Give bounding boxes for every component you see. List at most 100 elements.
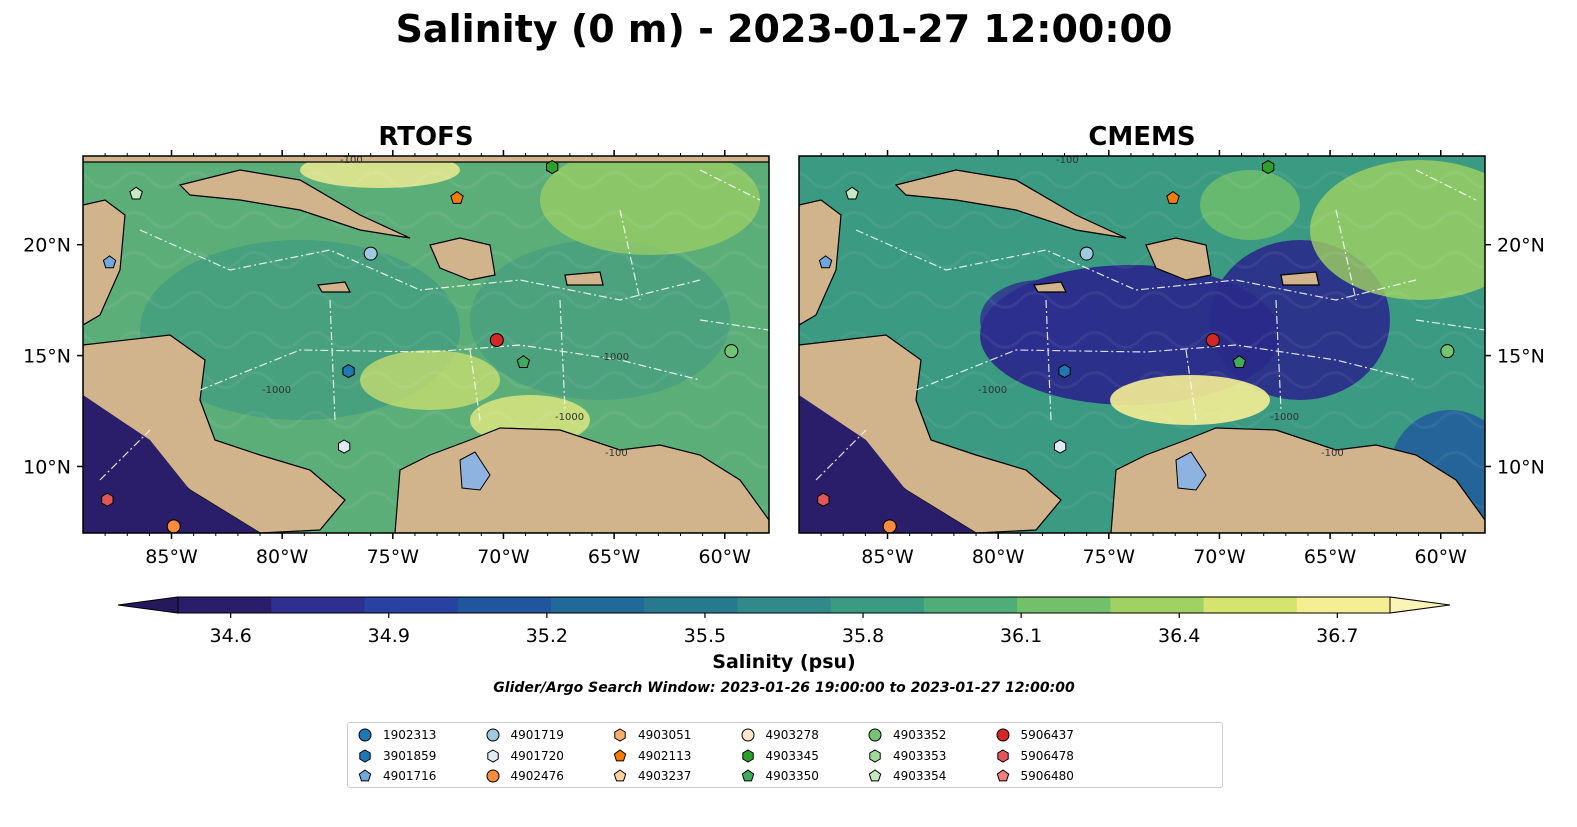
colorbar-segment bbox=[457, 597, 552, 613]
legend-item: 4902476 bbox=[485, 767, 564, 785]
y-tick-label: 15°N bbox=[1497, 346, 1545, 368]
legend-item: 4903350 bbox=[740, 767, 819, 785]
float-marker-4903354 bbox=[129, 186, 143, 200]
float-marker-5906437 bbox=[1205, 333, 1220, 348]
legend-marker bbox=[486, 748, 499, 763]
colorbar-segment bbox=[737, 597, 832, 613]
float-marker-3901859 bbox=[1058, 364, 1071, 379]
float-marker-4903352 bbox=[1440, 344, 1455, 359]
panel-title-cmems: CMEMS bbox=[1088, 122, 1195, 152]
colorbar-segment bbox=[1203, 597, 1298, 613]
legend-marker-icon bbox=[614, 728, 626, 742]
map-frame-cmems bbox=[798, 155, 1486, 534]
legend-item: 4903354 bbox=[867, 767, 946, 785]
legend-label: 5906478 bbox=[1020, 748, 1074, 763]
colorbar-segment bbox=[178, 597, 272, 613]
colorbar-frame bbox=[177, 596, 1391, 614]
legend-marker-icon bbox=[359, 748, 371, 763]
x-tick-label: 75°W bbox=[1083, 546, 1136, 568]
legend-marker-icon bbox=[486, 748, 499, 763]
colorbar-segment bbox=[830, 597, 925, 613]
colorbar-tick-label: 36.7 bbox=[1316, 625, 1358, 647]
legend-label: 5906480 bbox=[1020, 769, 1074, 783]
float-marker-4903352 bbox=[724, 344, 739, 359]
map-frame-rtofs bbox=[82, 155, 770, 534]
legend-marker bbox=[359, 748, 371, 763]
float-marker-4903345 bbox=[546, 160, 559, 175]
float-marker-5906437 bbox=[489, 333, 504, 348]
legend-item: 4903345 bbox=[740, 747, 819, 765]
legend-label: 4903350 bbox=[765, 769, 819, 783]
float-marker-4901719 bbox=[1079, 246, 1094, 261]
legend-marker bbox=[869, 748, 881, 763]
legend-marker bbox=[486, 728, 499, 742]
colorbar-segment bbox=[923, 597, 1018, 613]
float-marker-4902113 bbox=[450, 190, 464, 204]
legend-item: 5906480 bbox=[995, 767, 1074, 785]
legend-marker bbox=[868, 769, 882, 782]
x-tick-label: 70°W bbox=[477, 546, 530, 568]
colorbar-tick-label: 36.1 bbox=[1000, 625, 1042, 647]
colorbar-segment bbox=[1017, 597, 1111, 613]
legend-marker-icon bbox=[996, 769, 1009, 782]
colorbar-segment bbox=[1296, 597, 1391, 613]
legend-label: 1902313 bbox=[383, 728, 437, 742]
legend-label: 4902476 bbox=[510, 769, 564, 783]
colorbar-segment bbox=[364, 597, 459, 613]
legend-item: 5906437 bbox=[995, 726, 1074, 744]
legend-label: 3901859 bbox=[383, 748, 437, 763]
contour-label: -100 bbox=[340, 155, 363, 166]
legend-item: 5906478 bbox=[995, 747, 1074, 765]
contour-label: -1000 bbox=[1270, 412, 1299, 423]
x-tick-label: 80°W bbox=[972, 546, 1025, 568]
legend-label: 4903354 bbox=[893, 769, 947, 783]
contour-label: -100 bbox=[605, 448, 628, 459]
float-marker-4902476 bbox=[882, 519, 897, 533]
eez-boundaries bbox=[99, 169, 769, 481]
float-marker-5906478 bbox=[101, 492, 114, 507]
legend-marker-icon bbox=[486, 769, 499, 783]
legend-marker-icon bbox=[358, 728, 372, 742]
legend-item: 4903237 bbox=[612, 767, 691, 785]
colorbar: 34.6 34.9 35.2 35.5 35.8 36.1 36.4 36.7 bbox=[117, 596, 1451, 647]
axes-cmems: 85°W 80°W 75°W 70°W 65°W 60°W 10°N 15°N 20°N bbox=[820, 150, 1545, 568]
colorbar-tick-label: 34.9 bbox=[368, 625, 410, 647]
colorbar-label: Salinity (psu) bbox=[712, 651, 855, 673]
legend-label: 4903278 bbox=[765, 728, 819, 742]
legend-marker-icon bbox=[868, 728, 882, 742]
legend-marker-icon bbox=[613, 769, 627, 782]
land-cmems bbox=[799, 169, 1485, 533]
x-tick-label: 65°W bbox=[1304, 546, 1357, 568]
eez-boundaries bbox=[815, 169, 1485, 481]
legend-marker bbox=[741, 728, 754, 742]
float-marker-4901716 bbox=[102, 255, 117, 269]
map-area-rtofs: -100 -1000 -1000 -100 -1000 bbox=[83, 155, 769, 533]
search-window-text: Glider/Argo Search Window: 2023-01-26 19… bbox=[493, 680, 1075, 696]
x-tick-label: 65°W bbox=[588, 546, 641, 568]
float-marker-4901720 bbox=[1054, 439, 1067, 454]
float-marker-5906478 bbox=[817, 492, 830, 507]
y-tick-label: 20°N bbox=[23, 235, 71, 257]
legend-item: 4902113 bbox=[612, 747, 691, 765]
contour-label: -100 bbox=[1056, 155, 1079, 166]
legend-label: 4903051 bbox=[638, 728, 692, 742]
legend-item: 4901720 bbox=[485, 747, 564, 765]
map-panel-rtofs: RTOFS bbox=[23, 122, 770, 568]
legend-marker-icon bbox=[996, 748, 1009, 763]
legend-item: 4903278 bbox=[740, 726, 819, 744]
legend-marker bbox=[613, 748, 627, 761]
colorbar-segment bbox=[1110, 597, 1205, 613]
x-tick-label: 60°W bbox=[699, 546, 752, 568]
colorbar-tick-label: 35.8 bbox=[842, 625, 884, 647]
y-tick-label: 10°N bbox=[1497, 456, 1545, 478]
colorbar-over-arrow bbox=[1389, 596, 1451, 614]
x-tick-label: 85°W bbox=[145, 546, 198, 568]
colorbar-tick-label: 35.5 bbox=[684, 625, 726, 647]
lake-maracaibo bbox=[459, 451, 491, 491]
legend-label: 4901716 bbox=[383, 769, 437, 783]
colorbar-tick-label: 34.6 bbox=[210, 625, 252, 647]
legend-label: 4903345 bbox=[765, 748, 819, 763]
colorbar-tick-label: 35.2 bbox=[526, 625, 568, 647]
x-tick-label: 70°W bbox=[1193, 546, 1246, 568]
contour-labels-cmems: -100 -1000 -100 -1000 bbox=[978, 155, 1344, 459]
